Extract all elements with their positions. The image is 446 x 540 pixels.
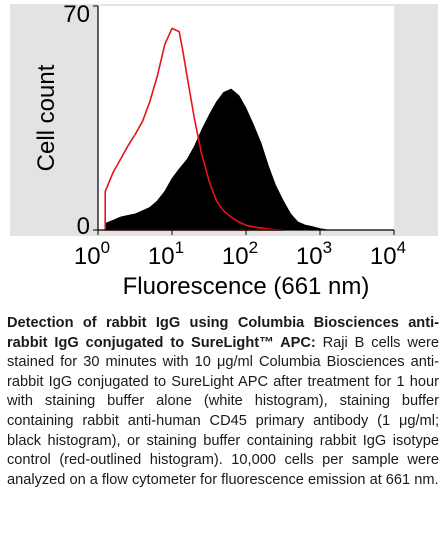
figure-caption: Detection of rabbit IgG using Columbia B… (7, 314, 439, 490)
histogram-figure: 100 101 102 103 104 0 70 Cell count Fluorescen… (10, 1, 438, 300)
x-tick-label: 103 (296, 238, 332, 270)
histogram-black (104, 88, 328, 231)
ticks-layer: 100 101 102 103 104 0 70 (63, 1, 406, 270)
x-tick-label: 101 (148, 238, 184, 270)
series-layer (104, 27, 328, 231)
x-tick-label: 102 (222, 238, 258, 270)
x-tick-label: 104 (370, 238, 406, 270)
histogram-chart: 100 101 102 103 104 0 70 Cell count Fluorescen… (10, 1, 438, 300)
y-axis-title: Cell count (33, 64, 60, 171)
histogram-red-outline (104, 27, 285, 231)
x-tick-label: 100 (74, 238, 110, 270)
y-tick-label: 0 (77, 213, 90, 240)
caption-body: Raji B cells were stained for 30 minutes… (7, 334, 440, 488)
x-axis-title: Fluorescence (661 nm) (123, 273, 370, 300)
y-tick-label: 70 (63, 1, 90, 28)
caption-lead: Detection of rabbit IgG using Columbia B… (7, 315, 439, 351)
